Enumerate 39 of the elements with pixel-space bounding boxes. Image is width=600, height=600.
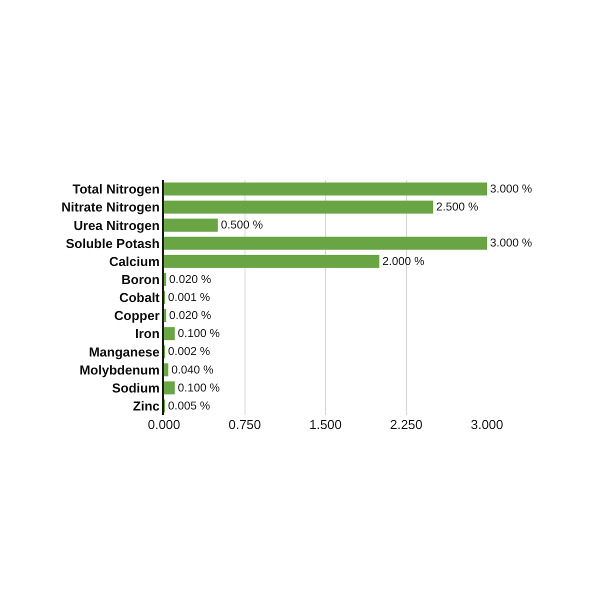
data-label: 0.100 % (178, 382, 220, 394)
bar (164, 236, 487, 250)
x-tick-label: 0.000 (148, 417, 180, 432)
y-tick-label: Manganese (88, 344, 160, 360)
data-label: 0.040 % (171, 364, 214, 376)
x-tick-label: 3.000 (470, 417, 504, 432)
y-tick-label: Calcium (109, 254, 160, 269)
x-tick-label: 0.750 (228, 417, 262, 432)
bar (164, 200, 434, 214)
data-label: 0.500 % (220, 220, 263, 232)
data-label: 3.000 % (490, 238, 532, 250)
y-tick-label: Boron (121, 272, 160, 287)
bar (164, 254, 380, 268)
y-tick-label: Copper (114, 308, 160, 324)
data-label: 2.000 % (382, 256, 424, 268)
bar (164, 363, 168, 376)
bar (164, 381, 175, 394)
y-tick-label: Sodium (112, 380, 160, 396)
data-label: 0.005 % (168, 400, 210, 412)
data-label: 0.002 % (168, 346, 210, 358)
bar (164, 182, 487, 196)
y-tick-label: Soluble Potash (66, 236, 160, 251)
data-label: 0.020 % (169, 274, 212, 286)
y-tick-label: Molybdenum (79, 362, 160, 378)
y-tick-label: Zinc (132, 398, 160, 414)
data-label: 0.001 % (168, 292, 210, 304)
y-tick-label: Urea Nitrogen (74, 218, 160, 233)
x-tick-label: 2.250 (390, 417, 423, 432)
y-tick-label: Nitrate Nitrogen (61, 200, 160, 215)
bar (164, 327, 175, 340)
data-label: 2.500 % (436, 202, 478, 214)
x-tick-label: 1.500 (309, 417, 342, 432)
data-label: 0.020 % (169, 310, 212, 322)
y-tick-label: Total Nitrogen (72, 182, 160, 197)
y-tick-label: Cobalt (119, 290, 160, 306)
bar (164, 218, 218, 232)
data-label: 3.000 % (490, 183, 532, 196)
y-tick-label: Iron (135, 326, 160, 342)
data-label: 0.100 % (178, 328, 220, 340)
